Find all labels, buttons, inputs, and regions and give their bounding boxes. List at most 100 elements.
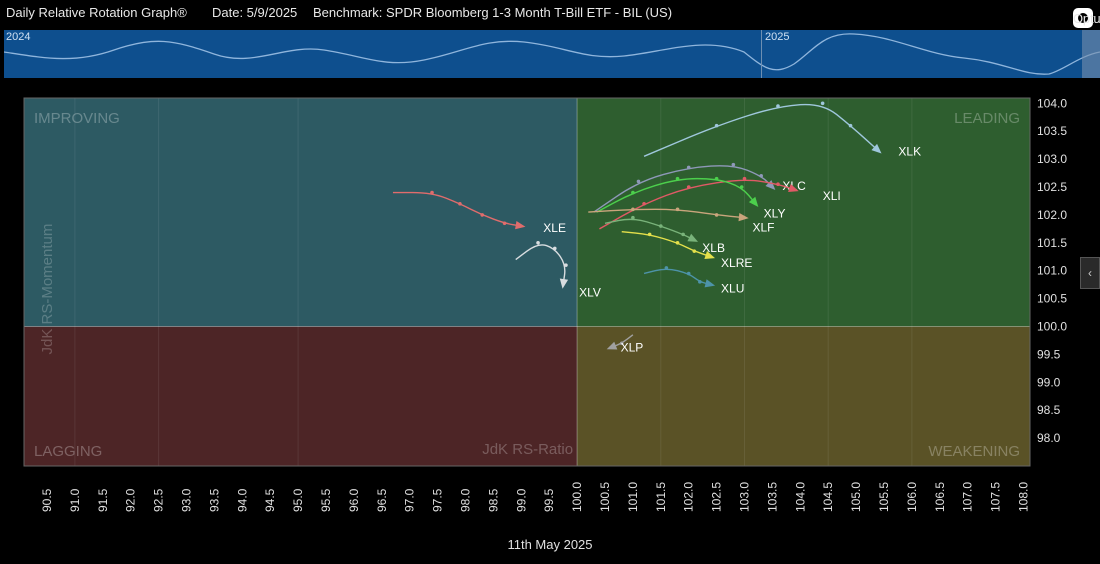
x-tick-label: 104.0 bbox=[793, 482, 807, 512]
x-tick-label: 101.0 bbox=[626, 482, 640, 512]
tail-head-xlk bbox=[871, 143, 882, 154]
optuma-logo: Optuma bbox=[1073, 6, 1100, 30]
tail-point bbox=[536, 241, 540, 245]
y-tick-label: 99.0 bbox=[1037, 375, 1061, 389]
x-tick-label: 106.0 bbox=[905, 482, 919, 512]
tail-point bbox=[759, 174, 764, 178]
x-tick-label: 97.0 bbox=[403, 488, 417, 512]
x-tick-label: 107.5 bbox=[989, 482, 1003, 512]
x-tick-label: 99.0 bbox=[514, 488, 528, 512]
tail-point bbox=[681, 232, 685, 237]
x-tick-label: 107.0 bbox=[961, 482, 975, 512]
tail-xlu[interactable]: XLU bbox=[643, 266, 744, 296]
tail-point bbox=[686, 165, 691, 170]
y-axis-scroll-button[interactable]: ‹ bbox=[1080, 257, 1100, 289]
date-label: Date: 5/9/2025 bbox=[212, 5, 298, 20]
tail-xli[interactable]: XLI bbox=[599, 176, 841, 230]
quadrant-weakening bbox=[577, 326, 1030, 466]
date-navigator[interactable]: 2024 2025 bbox=[4, 30, 1100, 78]
y-tick-label: 98.5 bbox=[1037, 403, 1061, 417]
tail-line-xlf bbox=[588, 208, 745, 219]
tail-point bbox=[776, 104, 780, 108]
nav-year-2025: 2025 bbox=[765, 31, 790, 43]
y-tick-label: 100.0 bbox=[1037, 320, 1067, 334]
tail-head-xlc bbox=[765, 180, 776, 190]
x-tick-label: 94.5 bbox=[263, 488, 277, 512]
tail-label-xli: XLI bbox=[823, 189, 841, 203]
tail-point bbox=[631, 207, 635, 212]
tail-point bbox=[480, 213, 485, 217]
tail-point bbox=[675, 176, 680, 181]
plot-border bbox=[23, 97, 1031, 467]
tail-head-xlp bbox=[606, 341, 618, 350]
tail-xlc[interactable]: XLC bbox=[593, 162, 806, 213]
tail-point bbox=[698, 280, 702, 284]
y-tick-label: 104.0 bbox=[1037, 96, 1067, 110]
tail-head-xlb bbox=[687, 233, 699, 242]
x-tick-label: 108.0 bbox=[1017, 482, 1031, 512]
tail-point bbox=[776, 182, 780, 187]
y-tick-label: 101.5 bbox=[1037, 236, 1067, 250]
x-tick-label: 105.0 bbox=[849, 482, 863, 512]
tail-label-xly: XLY bbox=[764, 207, 786, 221]
logo-text: Optuma bbox=[1073, 11, 1100, 26]
quadrant-label-lagging: LAGGING bbox=[34, 443, 102, 460]
tail-xlre[interactable]: XLRE bbox=[621, 230, 753, 270]
tail-point bbox=[647, 232, 652, 237]
tail-xlv[interactable]: XLV bbox=[515, 241, 601, 300]
tail-head-xle bbox=[515, 221, 526, 230]
tail-head-xlu bbox=[704, 279, 716, 288]
x-tick-label: 103.0 bbox=[738, 482, 752, 512]
tail-point bbox=[458, 201, 462, 206]
x-tick-label: 93.0 bbox=[180, 488, 194, 512]
tail-label-xlb: XLB bbox=[702, 241, 725, 255]
quadrant-improving bbox=[24, 98, 578, 327]
x-tick-label: 102.5 bbox=[710, 482, 724, 512]
tail-xly[interactable]: XLY bbox=[596, 176, 786, 221]
x-tick-label: 90.5 bbox=[40, 488, 54, 512]
tail-point bbox=[675, 241, 680, 245]
y-tick-label: 101.0 bbox=[1037, 264, 1067, 278]
tail-point bbox=[686, 185, 691, 189]
x-tick-label: 99.5 bbox=[542, 488, 556, 512]
tail-point bbox=[714, 176, 719, 181]
tail-head-xlf bbox=[738, 212, 749, 222]
x-tick-label: 91.0 bbox=[68, 488, 82, 512]
x-tick-label: 93.5 bbox=[207, 488, 221, 512]
tail-xlp[interactable]: XLP bbox=[606, 334, 644, 355]
x-tick-label: 95.0 bbox=[291, 488, 305, 512]
x-tick-label: 101.5 bbox=[654, 482, 668, 512]
rrg-plot: IMPROVING LEADING LAGGING WEAKENING JdK RS-… bbox=[23, 96, 1067, 467]
tail-label-xlp: XLP bbox=[621, 341, 644, 355]
tail-point bbox=[430, 190, 434, 195]
tail-xle[interactable]: XLE bbox=[392, 190, 566, 235]
x-tick-label: 96.0 bbox=[347, 488, 361, 512]
y-tick-label: 102.5 bbox=[1037, 180, 1067, 194]
navigator-handle[interactable] bbox=[1082, 30, 1100, 78]
tail-point bbox=[742, 176, 747, 181]
tail-point bbox=[664, 266, 669, 270]
x-tick-label: 92.5 bbox=[152, 488, 166, 512]
tail-line-xlk bbox=[643, 103, 879, 157]
tail-point bbox=[675, 207, 680, 212]
y-tick-label: 99.5 bbox=[1037, 347, 1061, 361]
x-tick-label: 96.5 bbox=[375, 488, 389, 512]
tail-line-xlc bbox=[593, 165, 773, 213]
tail-label-xlre: XLRE bbox=[721, 256, 752, 270]
nav-year-2024: 2024 bbox=[6, 31, 31, 43]
tail-point bbox=[502, 221, 507, 226]
tail-line-xlp bbox=[610, 334, 634, 349]
tail-point bbox=[552, 246, 557, 251]
x-tick-label: 98.0 bbox=[459, 488, 473, 512]
tail-point bbox=[631, 215, 635, 220]
tail-xlk[interactable]: XLK bbox=[643, 101, 921, 159]
y-axis-title: JdK RS-Momentum bbox=[39, 224, 56, 355]
tail-label-xlv: XLV bbox=[579, 286, 601, 300]
tail-xlf[interactable]: XLF bbox=[588, 207, 775, 235]
x-tick-label: 91.5 bbox=[96, 488, 110, 512]
x-tick-label: 103.5 bbox=[765, 482, 779, 512]
app-title: Daily Relative Rotation Graph® bbox=[6, 5, 187, 20]
tail-xlb[interactable]: XLB bbox=[604, 215, 725, 255]
tail-point bbox=[714, 123, 719, 128]
tail-label-xlk: XLK bbox=[898, 145, 921, 159]
